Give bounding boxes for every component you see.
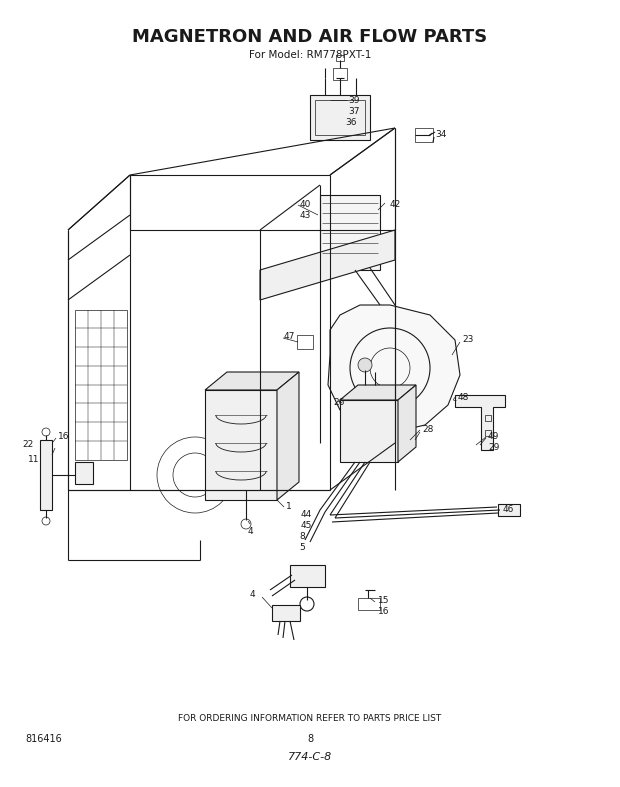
Text: 46: 46 [503,505,515,514]
Text: 15: 15 [378,596,389,605]
Polygon shape [205,372,299,390]
Text: 37: 37 [348,107,360,116]
Text: 16: 16 [58,432,69,441]
Text: 8: 8 [307,734,313,744]
Text: FOR ORDERING INFORMATION REFER TO PARTS PRICE LIST: FOR ORDERING INFORMATION REFER TO PARTS … [179,714,441,723]
Text: 23: 23 [462,335,474,344]
Polygon shape [340,400,398,462]
Bar [333,68,347,80]
Text: 11: 11 [28,455,40,464]
Text: 774-C-8: 774-C-8 [288,752,332,762]
Bar [315,100,365,135]
Bar [310,95,370,140]
Text: 816416: 816416 [25,734,62,744]
Text: 29: 29 [488,443,499,452]
Text: 5: 5 [299,543,305,552]
Bar [290,565,325,587]
Polygon shape [398,385,416,462]
Polygon shape [328,305,460,432]
Polygon shape [455,395,505,450]
Text: 22: 22 [22,440,33,449]
Text: 16: 16 [378,607,389,616]
Polygon shape [340,385,416,400]
Text: 39: 39 [348,96,360,105]
Bar [75,462,93,484]
Text: MAGNETRON AND AIR FLOW PARTS: MAGNETRON AND AIR FLOW PARTS [133,28,487,46]
Circle shape [358,358,372,372]
Bar [297,335,313,349]
Text: 28: 28 [422,425,433,434]
Bar [336,55,344,61]
Bar [415,128,433,142]
Text: 8: 8 [299,532,305,541]
Polygon shape [205,390,277,500]
Text: 49: 49 [488,432,499,441]
Text: 40: 40 [300,200,311,209]
Text: 48: 48 [458,393,469,402]
Bar [485,430,491,436]
Bar [40,440,52,510]
Text: 1: 1 [286,502,292,511]
Text: 47: 47 [284,332,295,341]
Bar [485,415,491,421]
Polygon shape [277,372,299,500]
Text: 34: 34 [435,130,446,139]
Bar [320,195,380,270]
Text: 4: 4 [250,590,255,599]
Text: 45: 45 [301,521,312,530]
Bar [498,504,520,516]
Text: 44: 44 [301,510,312,519]
Text: 43: 43 [300,211,311,220]
Text: 36: 36 [345,118,356,127]
Text: 26: 26 [333,398,344,407]
Bar [272,605,300,621]
Polygon shape [260,230,395,300]
Bar [358,598,380,610]
Text: 4: 4 [248,527,254,536]
Bar [75,310,127,460]
Text: 42: 42 [390,200,401,209]
Text: For Model: RM778PXT-1: For Model: RM778PXT-1 [249,50,371,60]
